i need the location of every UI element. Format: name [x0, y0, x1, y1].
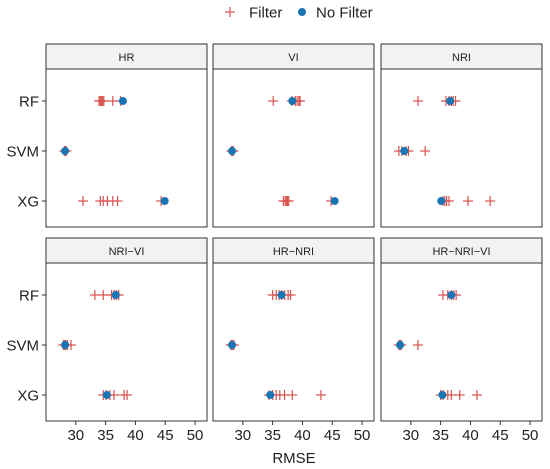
facet-strip	[380, 43, 543, 70]
legend-item-filter: Filter	[225, 5, 282, 22]
x-tick-label: 40	[127, 427, 144, 444]
no-filter-point	[400, 147, 409, 155]
filter-point	[472, 390, 483, 400]
filter-point	[98, 290, 109, 300]
legend-filter-label: Filter	[249, 5, 282, 22]
no-filter-point	[396, 341, 405, 349]
y-tick-label: RF	[19, 288, 39, 305]
facet-strip-label: HR	[119, 52, 135, 64]
no-filter-point	[228, 147, 237, 155]
filter-point	[287, 390, 298, 400]
panel-frame	[380, 262, 543, 422]
no-filter-point	[288, 97, 297, 105]
facet-strip	[45, 237, 208, 264]
legend: Filter No Filter	[225, 5, 373, 22]
facet-panel: NRI−VI RF SVM XG 30 35 40 45 50	[6, 237, 208, 444]
panel-frame	[212, 68, 375, 228]
filter-point	[420, 146, 431, 156]
no-filter-point	[447, 291, 456, 299]
filter-point	[285, 290, 296, 300]
filter-point	[443, 196, 454, 206]
x-tick-label: 50	[354, 427, 371, 444]
y-tick-label: SVM	[6, 144, 39, 161]
filter-point	[446, 390, 457, 400]
no-filter-point	[102, 391, 111, 399]
legend-filter-marker	[225, 7, 235, 17]
no-filter-point	[277, 291, 286, 299]
filter-point	[283, 196, 294, 206]
y-tick-label: RF	[19, 94, 39, 111]
no-filter-point	[437, 197, 446, 205]
facet-strip-label: NRI−VI	[109, 246, 145, 258]
no-filter-point	[160, 197, 169, 205]
x-tick-label: 40	[294, 427, 311, 444]
x-tick-label: 45	[324, 427, 341, 444]
no-filter-point	[118, 97, 127, 105]
x-tick-label: 35	[264, 427, 281, 444]
filter-point	[485, 196, 496, 206]
no-filter-point	[330, 197, 339, 205]
no-filter-point	[111, 291, 120, 299]
y-tick-label: SVM	[6, 338, 39, 355]
facet-panel: NRI	[380, 43, 543, 228]
filter-point	[463, 196, 474, 206]
x-tick-label: 45	[492, 427, 509, 444]
filter-point	[412, 96, 423, 106]
facet-strip	[212, 43, 375, 70]
filter-point	[98, 96, 109, 106]
panel-frame	[45, 68, 208, 228]
filter-point	[122, 390, 133, 400]
legend-nofilter-label: No Filter	[316, 5, 373, 22]
no-filter-point	[266, 391, 275, 399]
filter-point	[412, 340, 423, 350]
y-tick-label: XG	[17, 388, 39, 405]
facet-strip-label: HR−NRI−VI	[432, 246, 490, 258]
filter-point	[295, 96, 306, 106]
legend-nofilter-marker	[298, 8, 306, 16]
no-filter-point	[228, 341, 237, 349]
legend-item-no-filter: No Filter	[298, 5, 373, 22]
panel-frame	[212, 262, 375, 422]
facet-panel: HR RF SVM XG	[6, 43, 208, 228]
facet-strip-label: NRI	[452, 52, 471, 64]
facet-strip-label: HR−NRI	[273, 246, 314, 258]
filter-point	[315, 390, 326, 400]
x-axis-title: RMSE	[272, 450, 315, 467]
x-tick-label: 50	[187, 427, 204, 444]
facet-panel: VI	[212, 43, 375, 228]
facet-strip	[212, 237, 375, 264]
y-tick-label: XG	[17, 194, 39, 211]
x-tick-label: 30	[234, 427, 251, 444]
x-tick-label: 30	[402, 427, 419, 444]
x-tick-label: 40	[462, 427, 479, 444]
facet-strip-label: VI	[288, 52, 298, 64]
no-filter-point	[438, 391, 447, 399]
filter-point	[89, 290, 100, 300]
facet-panel: HR−NRI−VI 30 35 40 45 50	[380, 237, 543, 444]
filter-point	[454, 390, 465, 400]
x-tick-label: 35	[97, 427, 114, 444]
facet-panel: HR−NRI 30 35 40 45 50	[212, 237, 375, 444]
x-tick-label: 50	[522, 427, 539, 444]
facet-strip	[380, 237, 543, 264]
x-tick-label: 35	[432, 427, 449, 444]
no-filter-point	[61, 341, 70, 349]
x-tick-label: 30	[67, 427, 84, 444]
filter-point	[112, 196, 123, 206]
no-filter-point	[446, 97, 455, 105]
filter-point	[77, 196, 88, 206]
no-filter-point	[61, 147, 70, 155]
legend-filter-cross	[225, 7, 235, 17]
facet-strip	[45, 43, 208, 70]
filter-point	[268, 96, 279, 106]
x-tick-label: 45	[157, 427, 174, 444]
legend-nofilter-dot	[298, 8, 306, 16]
